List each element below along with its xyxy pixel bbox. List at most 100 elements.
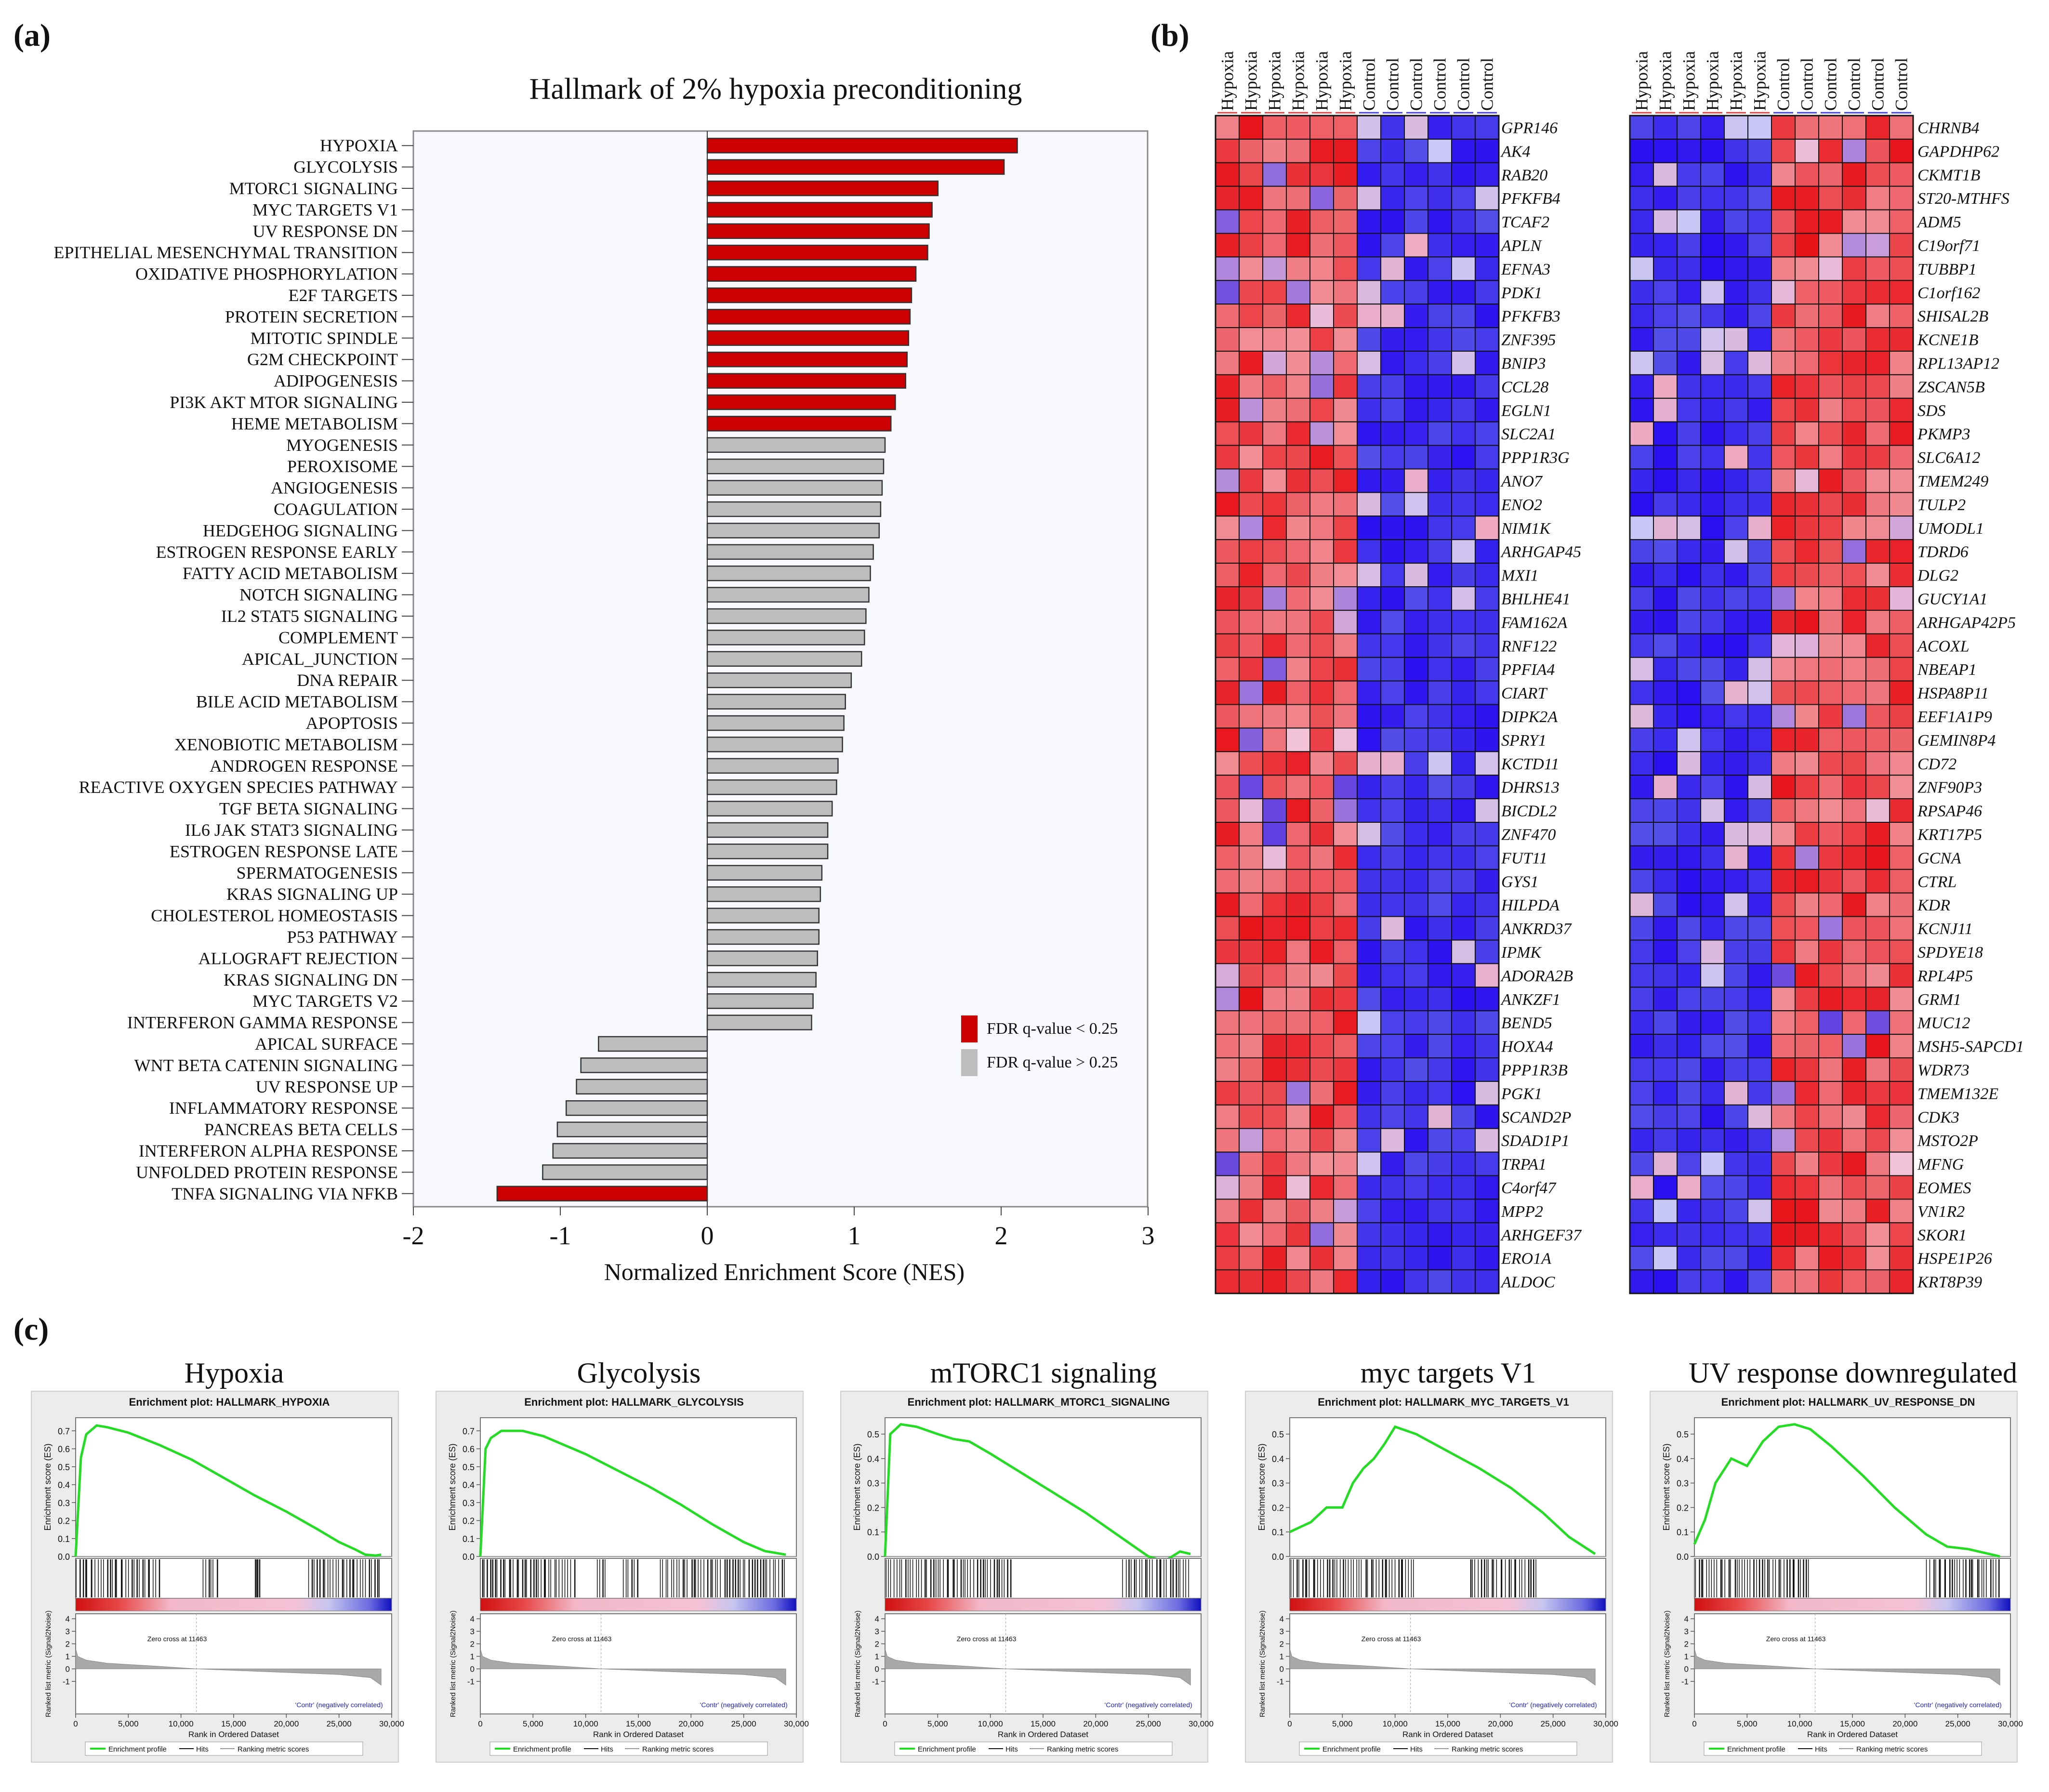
heatmap-row-label: HSPE1P26 bbox=[1917, 1250, 1992, 1268]
heatmap-cell bbox=[1724, 374, 1748, 399]
heatmap-cell bbox=[1451, 1269, 1476, 1294]
heatmap-cell bbox=[1451, 1128, 1476, 1153]
heatmap-row-label: BNIP3 bbox=[1501, 355, 1546, 372]
heatmap-cell bbox=[1428, 327, 1452, 352]
heatmap-cell bbox=[1286, 1222, 1310, 1247]
heatmap-cell bbox=[1404, 185, 1428, 211]
nes-category-label: UV RESPONSE DN bbox=[253, 222, 398, 241]
heatmap-cell bbox=[1865, 209, 1890, 234]
heatmap-cell bbox=[1842, 1151, 1866, 1176]
heatmap-cell bbox=[1380, 515, 1405, 540]
heatmap-cell bbox=[1865, 939, 1890, 964]
heatmap-cell bbox=[1309, 1034, 1334, 1059]
heatmap-cell bbox=[1795, 162, 1819, 187]
heatmap-cell bbox=[1428, 798, 1452, 823]
heatmap-cell bbox=[1677, 1010, 1701, 1035]
heatmap-cell bbox=[1889, 351, 1914, 375]
heatmap-cell bbox=[1215, 397, 1240, 422]
heatmap-cell bbox=[1215, 892, 1240, 917]
heatmap-cell bbox=[1865, 963, 1890, 988]
heatmap-cell bbox=[1653, 609, 1678, 634]
heatmap-cell bbox=[1309, 303, 1334, 329]
heatmap-cell bbox=[1865, 351, 1890, 375]
heatmap-cell bbox=[1724, 138, 1748, 163]
heatmap-cell bbox=[1629, 751, 1654, 776]
heatmap-cell bbox=[1842, 987, 1866, 1012]
heatmap-cell bbox=[1653, 1104, 1678, 1129]
nes-bar bbox=[706, 758, 839, 774]
heatmap-cell bbox=[1357, 1010, 1381, 1035]
heatmap-cell bbox=[1380, 869, 1405, 894]
heatmap-cell bbox=[1239, 539, 1263, 564]
heatmap-cell bbox=[1428, 256, 1452, 281]
heatmap-cell bbox=[1333, 609, 1358, 634]
heatmap-cell bbox=[1653, 327, 1678, 352]
nes-x-tick-label: -1 bbox=[550, 1221, 571, 1250]
heatmap-cell bbox=[1747, 327, 1772, 352]
heatmap-cell bbox=[1700, 1246, 1725, 1271]
heatmap-cell bbox=[1215, 468, 1240, 493]
heatmap-cell bbox=[1629, 680, 1654, 705]
gsea-es-area bbox=[75, 1417, 392, 1557]
heatmap-cell bbox=[1309, 1269, 1334, 1294]
heatmap-cell bbox=[1286, 916, 1310, 941]
heatmap-cell bbox=[1889, 115, 1914, 140]
heatmap-row-label: TUBBP1 bbox=[1917, 261, 1977, 278]
heatmap-cell bbox=[1771, 751, 1796, 776]
heatmap-cell bbox=[1629, 775, 1654, 800]
heatmap-cell bbox=[1842, 445, 1866, 470]
heatmap-column-label: Hypoxia bbox=[1679, 51, 1699, 111]
heatmap-cell bbox=[1629, 869, 1654, 894]
heatmap-cell bbox=[1451, 209, 1476, 234]
heatmap-cell bbox=[1842, 633, 1866, 658]
heatmap-cell bbox=[1333, 256, 1358, 281]
heatmap-cell bbox=[1700, 185, 1725, 211]
heatmap-cell bbox=[1724, 1222, 1748, 1247]
heatmap-cell bbox=[1795, 1222, 1819, 1247]
heatmap-cell bbox=[1677, 421, 1701, 446]
heatmap-cell bbox=[1818, 939, 1843, 964]
heatmap-row-label: GAPDHP62 bbox=[1917, 143, 1999, 160]
heatmap-cell bbox=[1215, 209, 1240, 234]
heatmap-cell bbox=[1239, 586, 1263, 611]
heatmap-cell bbox=[1677, 209, 1701, 234]
heatmap-cell bbox=[1404, 1034, 1428, 1059]
heatmap-cell bbox=[1475, 727, 1499, 752]
heatmap-cell bbox=[1357, 233, 1381, 258]
heatmap-cell bbox=[1629, 303, 1654, 329]
heatmap-row-label: ZNF90P3 bbox=[1917, 779, 1982, 797]
heatmap-cell bbox=[1286, 1057, 1310, 1082]
heatmap-cell bbox=[1215, 657, 1240, 682]
heatmap-cell bbox=[1842, 586, 1866, 611]
heatmap-cell bbox=[1428, 1269, 1452, 1294]
heatmap-cell bbox=[1865, 138, 1890, 163]
heatmap-row-label: WDR73 bbox=[1917, 1061, 1970, 1079]
gsea-xtick-label: 30,000 bbox=[379, 1719, 404, 1728]
heatmap-cell bbox=[1889, 233, 1914, 258]
heatmap-cell bbox=[1451, 987, 1476, 1012]
heatmap-cell bbox=[1700, 1010, 1725, 1035]
heatmap-row-label: PGK1 bbox=[1501, 1085, 1542, 1103]
heatmap-cell bbox=[1724, 515, 1748, 540]
heatmap-cell bbox=[1747, 115, 1772, 140]
heatmap-row-label: ANO7 bbox=[1500, 473, 1543, 490]
gsea-legend-profile: Enrichment profile bbox=[1727, 1745, 1785, 1753]
heatmap-cell bbox=[1309, 586, 1334, 611]
gsea-metric-area bbox=[1694, 1613, 2011, 1714]
heatmap-cell bbox=[1700, 869, 1725, 894]
heatmap-cell bbox=[1629, 1151, 1654, 1176]
heatmap-cell bbox=[1357, 138, 1381, 163]
heatmap-cell bbox=[1795, 445, 1819, 470]
heatmap-cell bbox=[1286, 1269, 1310, 1294]
heatmap-cell bbox=[1404, 609, 1428, 634]
heatmap-cell bbox=[1309, 751, 1334, 776]
heatmap-cell bbox=[1818, 421, 1843, 446]
heatmap-cell bbox=[1700, 539, 1725, 564]
heatmap-cell bbox=[1771, 798, 1796, 823]
heatmap-cell bbox=[1629, 468, 1654, 493]
heatmap-cell bbox=[1380, 916, 1405, 941]
heatmap-cell bbox=[1475, 280, 1499, 305]
heatmap-cell bbox=[1677, 822, 1701, 846]
heatmap-cell bbox=[1262, 539, 1287, 564]
gsea-xlabel: Rank in Ordered Dataset bbox=[998, 1730, 1088, 1739]
